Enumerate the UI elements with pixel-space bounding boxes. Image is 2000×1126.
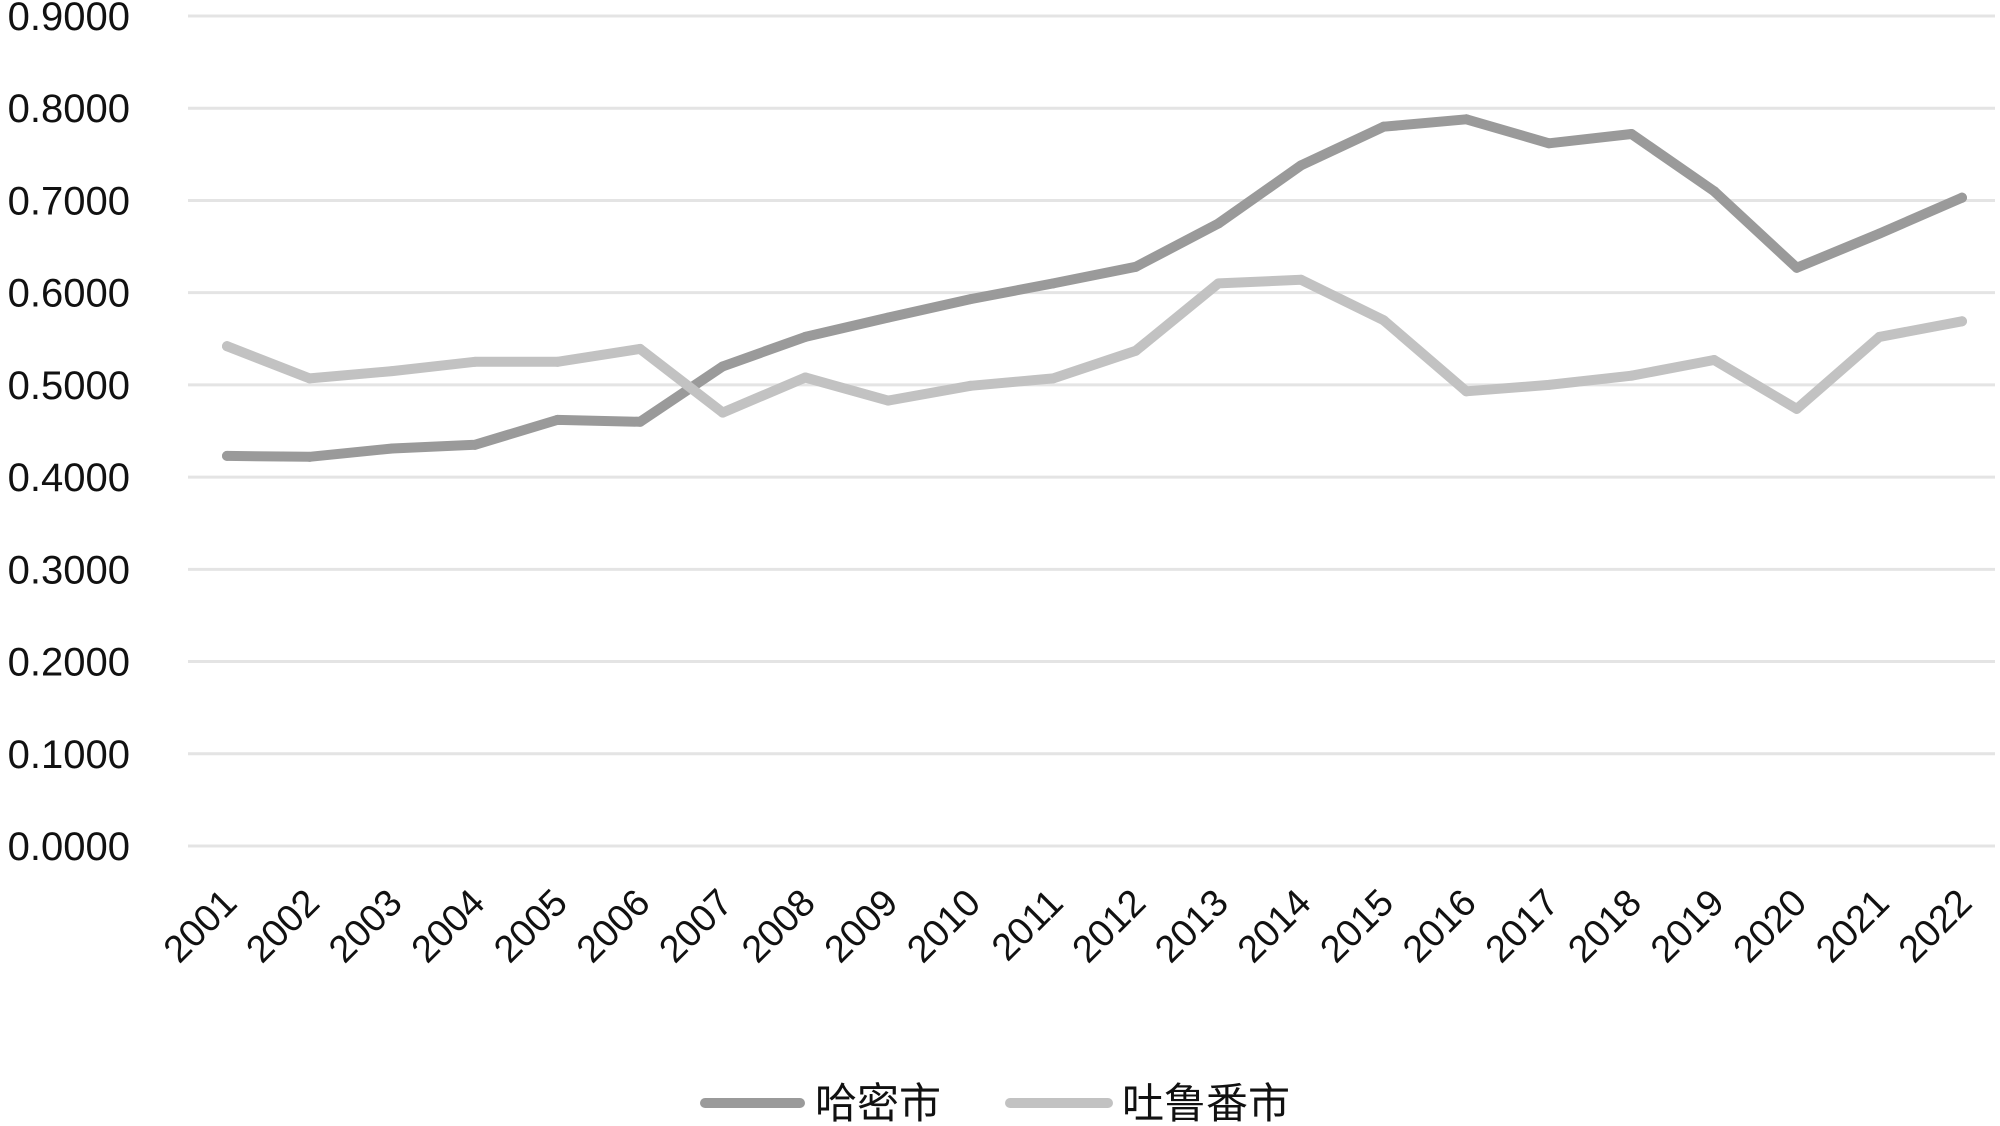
data-point	[1130, 345, 1141, 356]
data-point	[717, 407, 728, 418]
data-point	[1048, 278, 1059, 289]
x-tick-label: 2018	[1560, 882, 1649, 971]
series-line-1	[222, 274, 1967, 418]
y-tick-label: 0.3000	[8, 548, 130, 592]
data-point	[635, 416, 646, 427]
data-point	[552, 356, 563, 367]
data-point	[1874, 228, 1885, 239]
x-tick-label: 2014	[1230, 882, 1319, 971]
x-tick-label: 2006	[569, 882, 658, 971]
series-lines	[222, 114, 1967, 462]
data-point	[1709, 354, 1720, 365]
data-point	[1791, 262, 1802, 273]
x-tick-label: 2021	[1808, 882, 1897, 971]
data-point	[469, 356, 480, 367]
legend-label-1: 吐鲁番市	[1122, 1079, 1290, 1126]
x-tick-label: 2016	[1395, 882, 1484, 971]
x-tick-label: 2015	[1313, 882, 1402, 971]
data-point	[387, 443, 398, 454]
series-line-0	[222, 114, 1967, 462]
data-point	[304, 373, 315, 384]
x-axis-tick-labels: 2001200220032004200520062007200820092010…	[156, 882, 1980, 971]
y-tick-label: 0.9000	[8, 0, 130, 39]
data-point	[1791, 403, 1802, 414]
data-point	[717, 361, 728, 372]
y-tick-label: 0.0000	[8, 825, 130, 869]
x-tick-label: 2011	[984, 882, 1071, 969]
data-point	[1378, 121, 1389, 132]
x-tick-label: 2008	[734, 882, 823, 971]
data-point	[882, 312, 893, 323]
x-tick-label: 2017	[1478, 882, 1567, 971]
y-tick-label: 0.5000	[8, 364, 130, 408]
data-point	[1543, 138, 1554, 149]
x-tick-label: 2019	[1643, 882, 1732, 971]
x-tick-label: 2009	[817, 882, 906, 971]
x-tick-label: 2004	[404, 882, 493, 971]
data-point	[1957, 316, 1967, 327]
data-point	[222, 341, 232, 352]
y-tick-label: 0.1000	[8, 733, 130, 777]
data-point	[1874, 331, 1885, 342]
y-tick-label: 0.4000	[8, 456, 130, 500]
y-tick-label: 0.6000	[8, 272, 130, 316]
y-tick-label: 0.8000	[8, 87, 130, 131]
x-tick-label: 2001	[156, 882, 245, 971]
data-point	[387, 366, 398, 377]
x-tick-label: 2005	[486, 882, 575, 971]
data-point	[304, 451, 315, 462]
data-point	[1709, 186, 1720, 197]
legend: 哈密市 吐鲁番市	[700, 1079, 1290, 1126]
x-tick-label: 2003	[321, 882, 410, 971]
data-point	[222, 450, 232, 461]
y-tick-label: 0.7000	[8, 179, 130, 223]
data-point	[1296, 274, 1307, 285]
data-point	[965, 294, 976, 305]
data-point	[1626, 129, 1637, 140]
data-point	[1213, 278, 1224, 289]
data-point	[882, 395, 893, 406]
x-tick-label: 2007	[652, 882, 741, 971]
data-point	[965, 380, 976, 391]
y-axis-tick-labels: 0.0000 0.1000 0.2000 0.3000 0.4000 0.5000 0.60…	[8, 0, 130, 869]
data-point	[1957, 192, 1967, 203]
data-point	[1213, 218, 1224, 229]
x-tick-label: 2010	[899, 882, 988, 971]
x-tick-label: 2012	[1065, 882, 1154, 971]
data-point	[1461, 114, 1472, 125]
x-tick-label: 2002	[239, 882, 328, 971]
gridlines	[188, 14, 1995, 848]
x-tick-label: 2020	[1726, 882, 1815, 971]
data-point	[469, 439, 480, 450]
data-point	[800, 372, 811, 383]
y-tick-label: 0.2000	[8, 641, 130, 685]
x-tick-label: 2022	[1891, 882, 1980, 971]
data-point	[1130, 261, 1141, 272]
data-point	[1626, 370, 1637, 381]
data-point	[1543, 379, 1554, 390]
data-point	[800, 331, 811, 342]
data-point	[1048, 373, 1059, 384]
data-point	[552, 414, 563, 425]
data-point	[1461, 386, 1472, 397]
x-tick-label: 2013	[1147, 882, 1236, 971]
data-point	[635, 343, 646, 354]
data-point	[1296, 160, 1307, 171]
legend-label-0: 哈密市	[815, 1079, 941, 1126]
data-point	[1378, 315, 1389, 326]
